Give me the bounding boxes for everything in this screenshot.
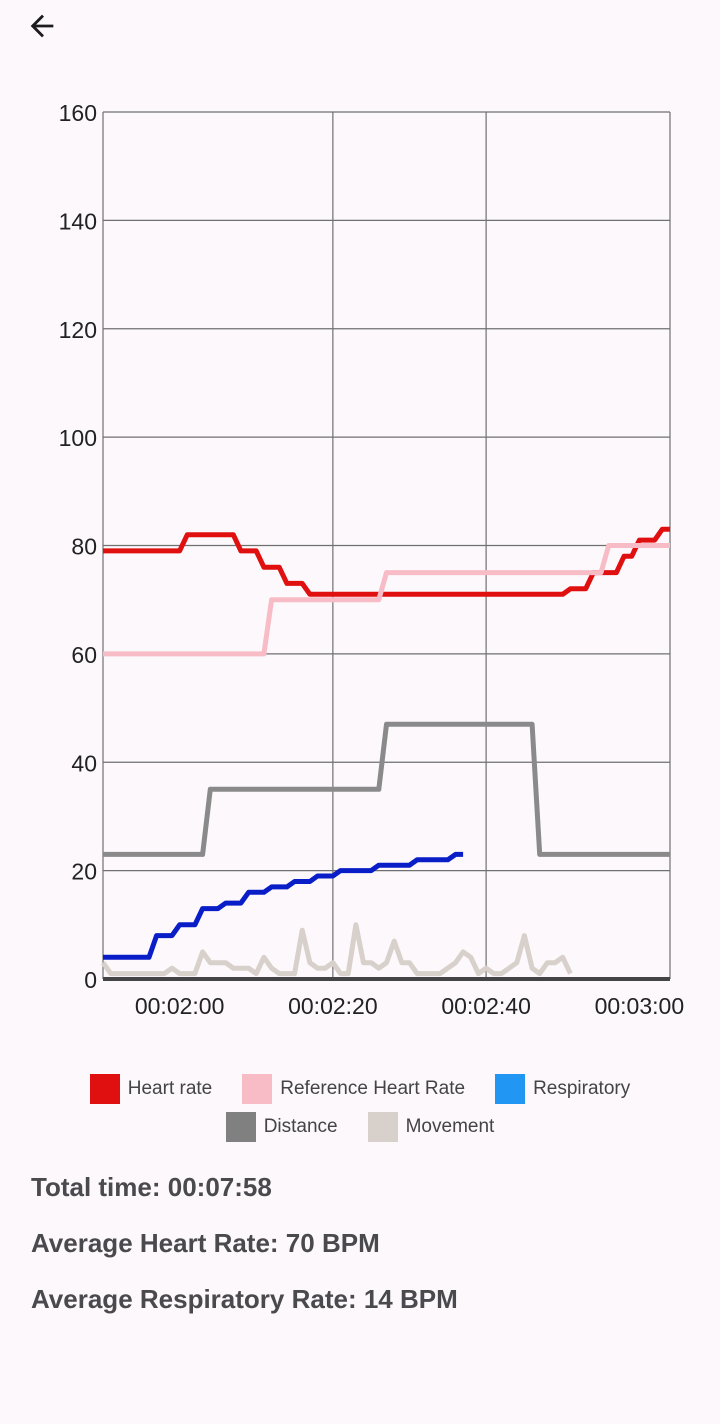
legend-row-1: Heart rate Reference Heart Rate Respirat… <box>0 1070 720 1108</box>
legend-label-heart-rate: Heart rate <box>127 1078 213 1099</box>
arrow-left-icon <box>30 14 54 38</box>
series-line-respiratory <box>103 851 464 960</box>
x-tick-label-1: 00:02:20 <box>288 993 378 1019</box>
series-line-reference-heart-rate <box>103 543 670 657</box>
y-tick-label-80: 80 <box>71 534 97 560</box>
legend-label-respiratory: Respiratory <box>533 1078 631 1099</box>
x-tick-label-2: 00:02:40 <box>441 993 531 1019</box>
legend-swatch-distance <box>225 1112 256 1142</box>
chart-series <box>100 526 670 977</box>
y-tick-label-160: 160 <box>59 100 97 126</box>
chart-legend: Heart rate Reference Heart Rate Respirat… <box>0 1070 720 1146</box>
y-axis-ticks: 0 20 40 60 80 100 120 140 160 <box>59 100 97 993</box>
legend-item-movement: Movement <box>367 1112 495 1142</box>
y-tick-label-100: 100 <box>59 425 97 451</box>
legend-item-reference-heart-rate: Reference Heart Rate <box>242 1074 465 1104</box>
legend-label-distance: Distance <box>263 1116 338 1137</box>
legend-label-reference-heart-rate: Reference Heart Rate <box>280 1078 466 1099</box>
legend-item-heart-rate: Heart rate <box>89 1074 213 1104</box>
y-tick-label-20: 20 <box>71 859 97 885</box>
legend-swatch-movement <box>367 1112 398 1142</box>
legend-label-movement: Movement <box>405 1116 495 1137</box>
average-respiratory-rate-text: Average Respiratory Rate: 14 BPM <box>31 1284 458 1314</box>
y-tick-label-140: 140 <box>59 208 97 234</box>
y-tick-label-0: 0 <box>84 967 97 993</box>
legend-item-respiratory: Respiratory <box>495 1074 630 1104</box>
y-tick-label-40: 40 <box>71 750 97 776</box>
x-tick-label-0: 00:02:00 <box>135 993 225 1019</box>
session-stats: Total time: 00:07:58 Average Heart Rate:… <box>31 1168 458 1336</box>
series-line-heart-rate <box>103 526 670 597</box>
legend-swatch-respiratory <box>495 1074 526 1104</box>
legend-item-distance: Distance <box>225 1112 338 1142</box>
average-heart-rate-text: Average Heart Rate: 70 BPM <box>31 1228 380 1258</box>
series-line-distance <box>103 721 670 857</box>
legend-swatch-heart-rate <box>89 1074 120 1104</box>
chart-grid <box>102 111 671 981</box>
series-line-movement <box>100 922 573 977</box>
x-tick-label-3: 00:03:00 <box>595 993 685 1019</box>
x-axis-ticks: 00:02:00 00:02:20 00:02:40 00:03:00 <box>135 993 684 1019</box>
legend-swatch-reference-heart-rate <box>242 1074 273 1104</box>
back-button[interactable] <box>18 6 66 46</box>
total-time-text: Total time: 00:07:58 <box>31 1172 272 1202</box>
legend-row-2: Distance Movement <box>0 1108 720 1146</box>
y-tick-label-60: 60 <box>71 642 97 668</box>
y-tick-label-120: 120 <box>59 317 97 343</box>
